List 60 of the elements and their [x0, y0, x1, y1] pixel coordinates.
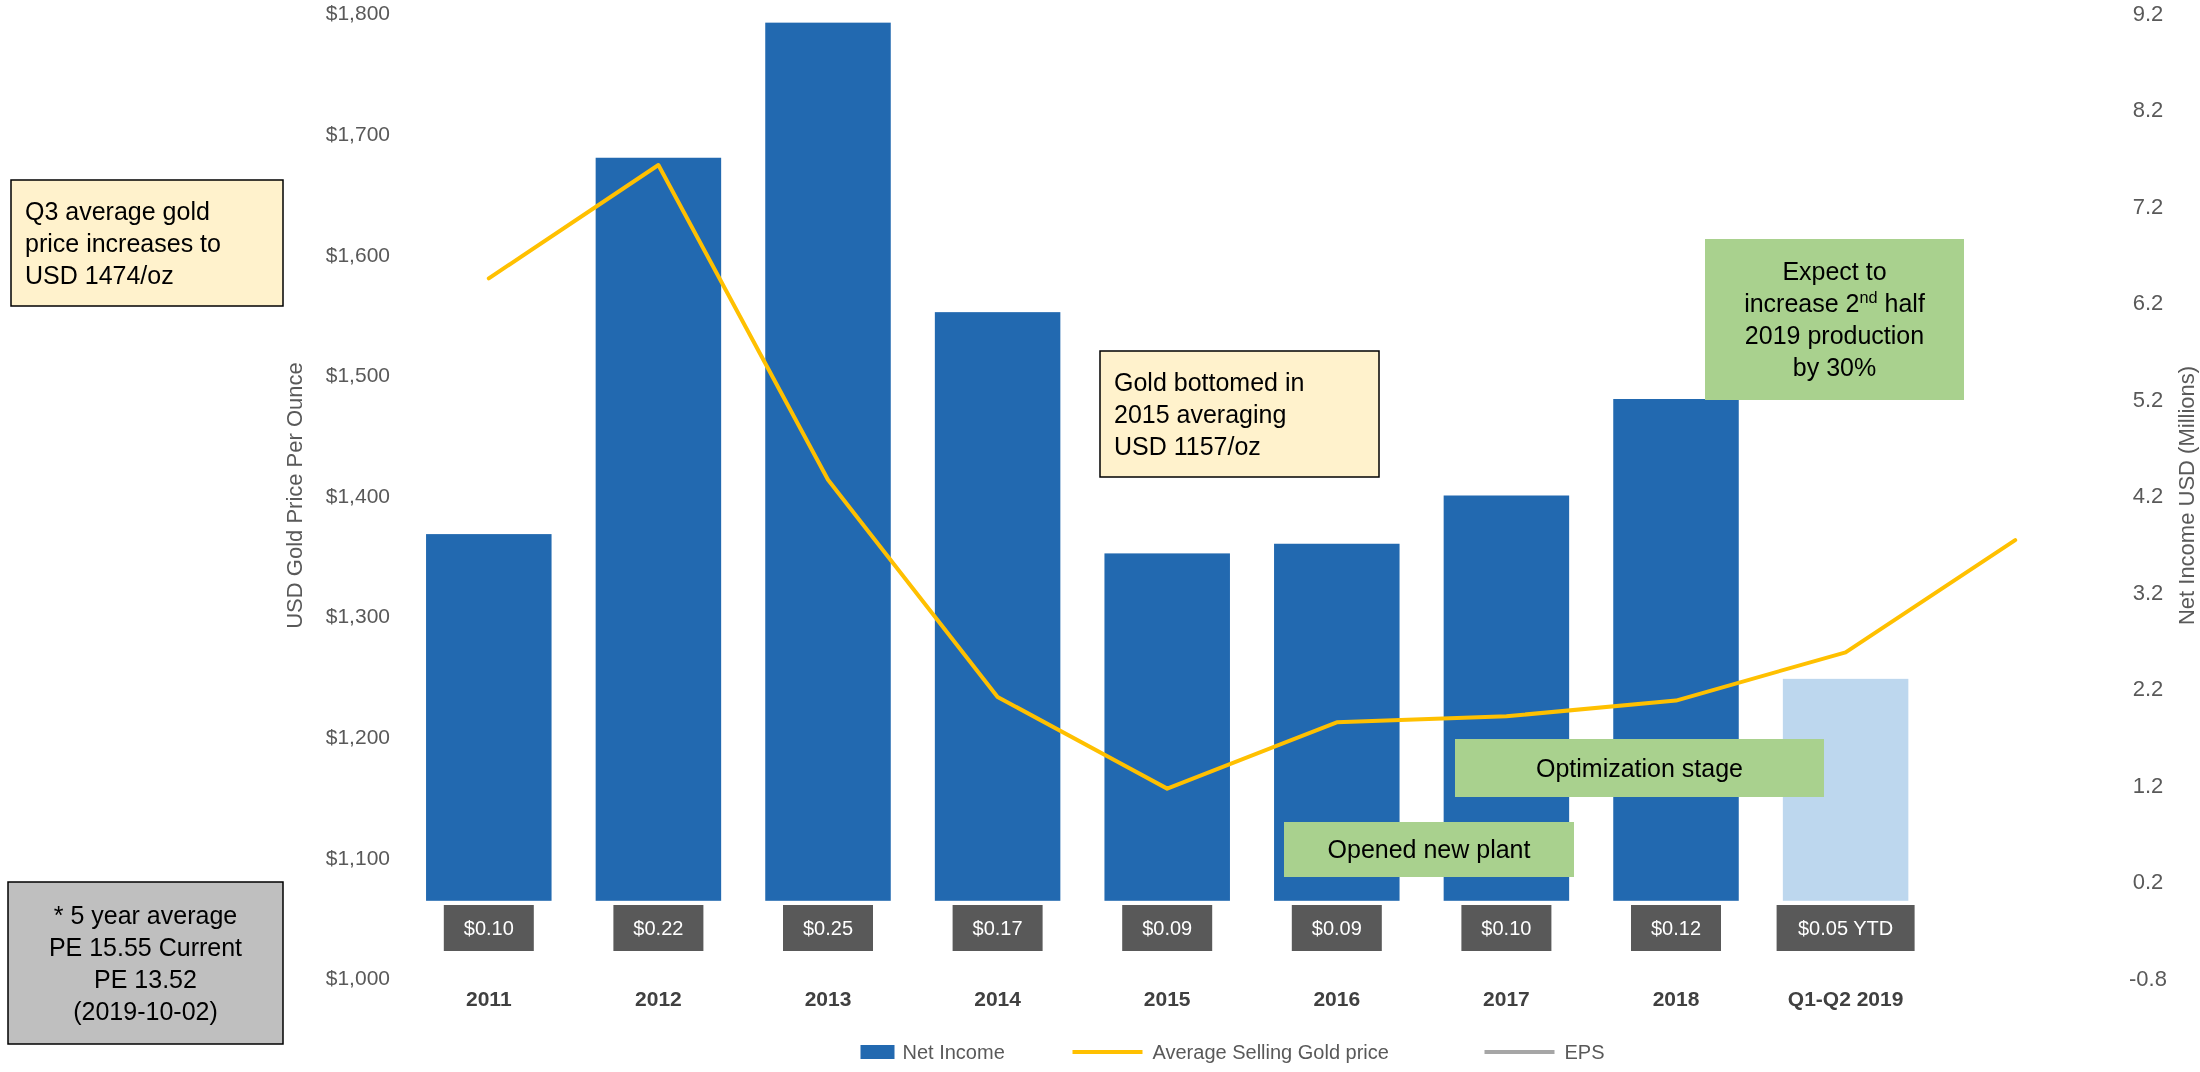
text-box: Optimization stage	[1455, 739, 1824, 797]
y-tick-label: $1,800	[325, 1, 390, 25]
y2-tick-label: 0.2	[2132, 869, 2164, 895]
y-tick-label: $1,100	[325, 845, 390, 869]
y-axis-title: USD Gold Price Per Ounce	[282, 362, 307, 629]
y-tick-label: $1,500	[325, 363, 390, 387]
y-tick-label: $1,200	[325, 725, 390, 749]
y2-tick-label: 1.2	[2132, 772, 2164, 798]
y-tick-label: $1,600	[325, 242, 390, 266]
text: $0.10	[463, 917, 514, 939]
text: $0.25	[802, 917, 854, 939]
text: $0.09	[1142, 917, 1193, 939]
text: $0.05 YTD	[1797, 917, 1894, 939]
annotation: Optimization stage	[1535, 753, 1744, 782]
text: $0.10	[1481, 917, 1532, 939]
line-series	[486, 162, 2018, 791]
x-tick-label: Q1-Q2 2019	[1787, 987, 1904, 1010]
y2-tick-label: 4.2	[2132, 483, 2164, 509]
x-tick-label: 2018	[1652, 987, 1700, 1010]
x-tick-label: 2014	[974, 987, 1022, 1010]
y-tick-label: $1,700	[325, 121, 390, 145]
x-tick-label: 2017	[1483, 987, 1530, 1010]
text: $0.17	[972, 917, 1023, 939]
bar	[426, 534, 552, 901]
annotation: Opened new plant	[1327, 835, 1531, 864]
y2-tick-label: 2.2	[2132, 676, 2164, 702]
x-tick-label: 2013	[804, 987, 852, 1010]
annotation: Gold bottomed in 2015 averaging USD 1157/oz	[1114, 367, 1305, 460]
text-box: Opened new plant	[1284, 822, 1574, 877]
text-box: Q3 average gold price increases to USD 1474/oz	[10, 179, 284, 307]
legend-label: Average Selling Gold price	[1152, 1041, 1389, 1063]
bar	[1782, 678, 1909, 901]
annotation: Expect to increase 2$^{nd}$ half 2019 production by 30%	[1744, 257, 1925, 382]
bar	[765, 22, 891, 901]
y-tick-label: $1,300	[325, 604, 390, 628]
bar	[595, 157, 722, 901]
text-box: * 5 year average PE 15.55 Current PE 13.52 (2019-10-02)	[7, 881, 284, 1045]
y2-axis-title: Net Income USD (Millions)	[2174, 365, 2199, 626]
y2-tick-label: 3.2	[2132, 579, 2164, 605]
y2-tick-label: 6.2	[2132, 290, 2164, 316]
y2-tick-label: -0.8	[2129, 965, 2167, 991]
text-box: Gold bottomed in 2015 averaging USD 1157/oz	[1099, 350, 1380, 478]
x-tick-label: 2016	[1313, 987, 1361, 1010]
bar	[1104, 553, 1230, 901]
text: $0.09	[1311, 917, 1362, 939]
y-tick-label: $1,400	[325, 483, 390, 507]
x-tick-label: 2012	[635, 987, 682, 1010]
x-tick-label: 2015	[1143, 987, 1191, 1010]
text: $0.12	[1650, 917, 1702, 939]
y2-tick-label: 5.2	[2132, 386, 2164, 412]
text: $0.22	[633, 917, 684, 939]
y2-tick-label: 9.2	[2132, 0, 2164, 26]
bar	[934, 312, 1061, 901]
legend-label: Net Income	[902, 1041, 1005, 1063]
text-box: Expect to increase 2$^{nd}$ half 2019 production by 30%	[1705, 239, 1964, 400]
y2-tick-label: 7.2	[2132, 193, 2164, 219]
y-tick-label: $1,000	[325, 966, 390, 990]
y2-tick-label: 8.2	[2132, 97, 2164, 123]
x-tick-label: 2011	[466, 987, 512, 1010]
legend-label: EPS	[1564, 1041, 1605, 1063]
